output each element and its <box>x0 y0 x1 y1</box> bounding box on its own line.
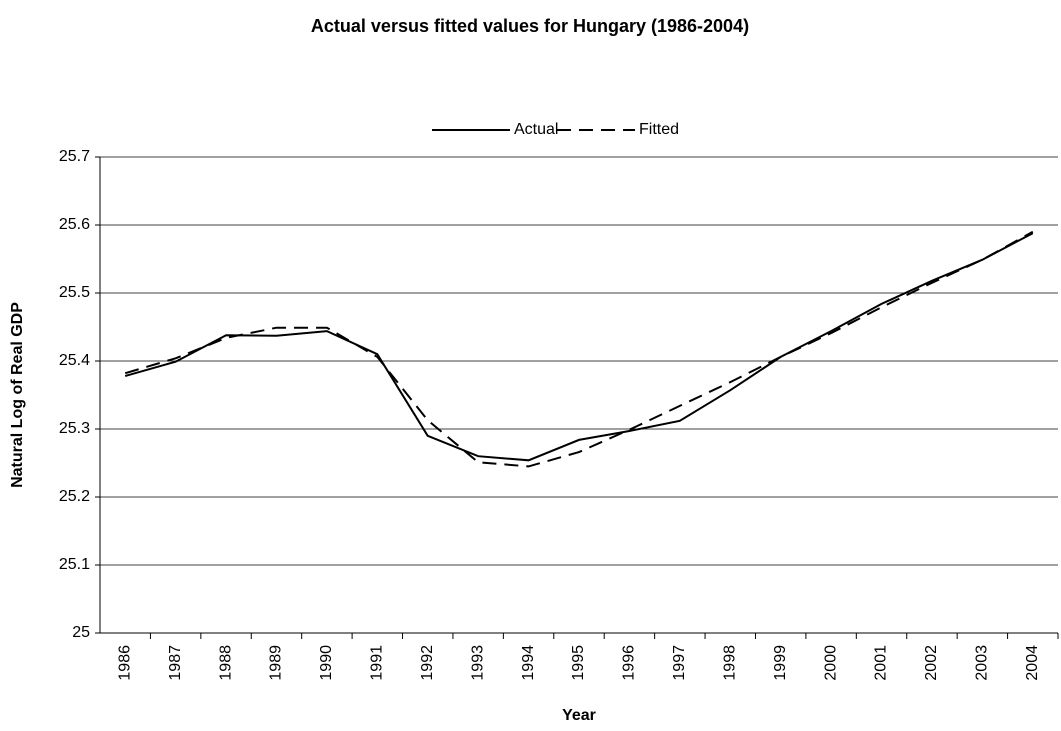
x-tick-label: 2000 <box>822 645 839 681</box>
x-tick-label: 1991 <box>369 645 386 681</box>
x-tick-label: 2002 <box>923 645 940 681</box>
x-tick-label: 1996 <box>621 645 638 681</box>
x-tick-label: 1997 <box>671 645 688 681</box>
series-line <box>124 232 1034 462</box>
legend-label: Actual <box>514 121 558 138</box>
x-tick-label: 1988 <box>217 645 234 681</box>
x-tick-label: 1993 <box>469 645 486 681</box>
x-tick-label: 1994 <box>520 645 537 681</box>
chart-title: Actual versus fitted values for Hungary … <box>311 16 749 36</box>
series-line <box>124 230 1034 468</box>
x-tick-label: 1995 <box>570 645 587 681</box>
y-tick-label: 25.4 <box>59 352 90 369</box>
y-tick-label: 25.3 <box>59 420 90 437</box>
y-tick-label: 25.1 <box>59 556 90 573</box>
y-axis-title: Natural Log of Real GDP <box>9 302 26 488</box>
legend-label: Fitted <box>639 121 679 138</box>
y-tick-label: 25.7 <box>59 148 90 165</box>
x-tick-label: 1987 <box>167 645 184 681</box>
x-tick-label: 1992 <box>419 645 436 681</box>
x-tick-label: 1999 <box>772 645 789 681</box>
x-axis-title: Year <box>562 707 596 724</box>
x-tick-label: 1998 <box>721 645 738 681</box>
y-tick-label: 25.5 <box>59 284 90 301</box>
x-tick-label: 2004 <box>1024 645 1041 681</box>
y-tick-label: 25.6 <box>59 216 90 233</box>
y-tick-label: 25 <box>72 624 90 641</box>
x-tick-label: 1986 <box>116 645 133 681</box>
y-tick-label: 25.2 <box>59 488 90 505</box>
x-tick-label: 1990 <box>318 645 335 681</box>
x-tick-label: 2001 <box>873 645 890 681</box>
x-tick-label: 2003 <box>974 645 991 681</box>
x-tick-label: 1989 <box>268 645 285 681</box>
